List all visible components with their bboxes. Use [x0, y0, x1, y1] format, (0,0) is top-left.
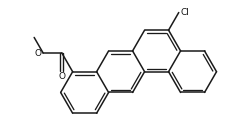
- Text: Cl: Cl: [181, 8, 190, 17]
- Text: O: O: [58, 72, 65, 81]
- Text: O: O: [35, 49, 42, 58]
